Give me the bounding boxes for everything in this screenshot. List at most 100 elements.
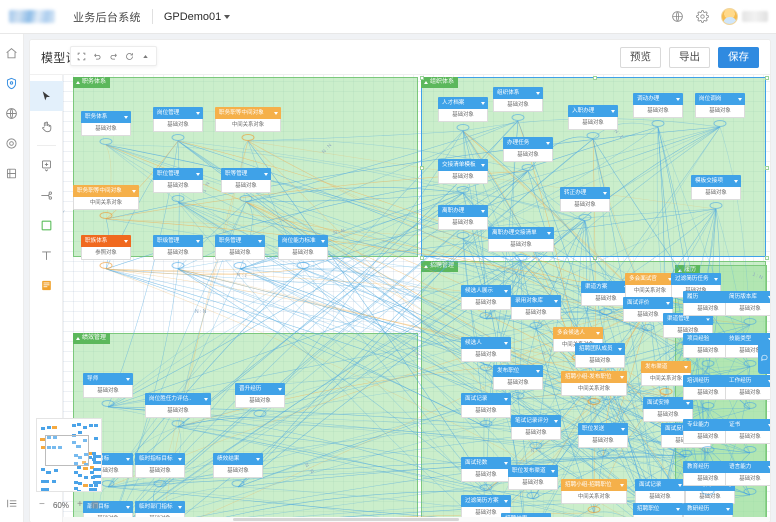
node-port[interactable] xyxy=(701,360,715,367)
node-title[interactable]: 候选人展示 xyxy=(461,285,511,297)
model-node[interactable]: 离职办理 基础对象 xyxy=(438,205,488,239)
node-title[interactable]: 岗位管理 xyxy=(153,107,203,119)
model-node[interactable]: 语言能力 基础对象 xyxy=(725,461,770,495)
node-title[interactable]: 交接清单模板 xyxy=(438,159,488,171)
model-node[interactable]: 入职办理 基础对象 xyxy=(568,105,618,139)
minimap-viewport[interactable] xyxy=(45,435,89,466)
node-title[interactable]: 招聘小组-发布职位 xyxy=(561,371,627,383)
model-node[interactable]: 绩效结果 基础对象 xyxy=(213,453,263,487)
node-title[interactable]: 职位管理 xyxy=(153,168,203,180)
node-port[interactable] xyxy=(99,262,113,269)
model-node[interactable]: 候选人展示 基础对象 xyxy=(461,285,511,319)
node-port[interactable] xyxy=(586,132,600,139)
home-icon[interactable] xyxy=(5,47,18,60)
model-node[interactable]: 职务体系 基础对象 xyxy=(81,111,131,145)
node-title[interactable]: 职务职等中间对象 xyxy=(215,107,281,119)
model-node[interactable]: 面试轮数 基础对象 xyxy=(461,457,511,491)
model-node[interactable]: 笔试记录评分 基础对象 xyxy=(511,415,561,449)
node-title[interactable]: 笔试记录评分 xyxy=(511,415,561,427)
undo-icon[interactable] xyxy=(93,52,102,61)
node-port[interactable] xyxy=(456,124,470,131)
model-node[interactable]: 录用对象库 基础对象 xyxy=(511,295,561,329)
node-title[interactable]: 职务体系 xyxy=(81,111,131,123)
node-port[interactable] xyxy=(701,488,715,495)
node-title[interactable]: 过滤简历方案 xyxy=(461,495,511,507)
edge[interactable] xyxy=(105,268,304,275)
resize-handle[interactable] xyxy=(765,166,769,170)
node-port[interactable] xyxy=(511,392,525,399)
node-port[interactable] xyxy=(456,232,470,239)
list-icon[interactable] xyxy=(5,167,18,180)
export-button[interactable]: 导出 xyxy=(669,46,710,68)
node-port[interactable] xyxy=(253,410,267,417)
node-title[interactable]: 岗位能力标准 xyxy=(278,235,328,247)
node-port[interactable] xyxy=(743,360,757,367)
node-port[interactable] xyxy=(599,308,613,315)
node-title[interactable]: 招聘职位 xyxy=(633,503,683,515)
model-node[interactable]: 招聘团队成员 基础对象 xyxy=(575,343,625,377)
model-node[interactable]: 离职办理交接清单 基础对象 xyxy=(488,227,554,261)
node-title[interactable]: 绩效结果 xyxy=(213,453,263,465)
model-node[interactable]: 交接清单模板 基础对象 xyxy=(438,159,488,193)
node-port[interactable] xyxy=(171,195,185,202)
node-title[interactable]: 招聘小组-招聘职位 xyxy=(561,479,627,491)
model-node[interactable]: 转正办理 基础对象 xyxy=(560,187,610,221)
node-title[interactable]: 渠道方案 xyxy=(581,281,631,293)
node-port[interactable] xyxy=(587,506,601,513)
zoom-out-button[interactable]: − xyxy=(39,499,45,510)
node-port[interactable] xyxy=(701,402,715,409)
table-tool[interactable] xyxy=(30,270,63,300)
node-title[interactable]: 导师 xyxy=(83,373,133,385)
model-node[interactable]: 多会面试官 中间关系对象 xyxy=(625,273,675,307)
model-node[interactable]: 岗位能力标准 基础对象 xyxy=(278,235,328,269)
node-title[interactable]: 证书 xyxy=(725,419,770,431)
globe-icon[interactable] xyxy=(5,107,18,120)
resize-handle[interactable] xyxy=(765,256,769,260)
node-port[interactable] xyxy=(743,488,757,495)
model-node[interactable]: 职等管理 基础对象 xyxy=(221,168,271,202)
globe-icon[interactable] xyxy=(671,10,684,23)
node-title[interactable]: 招聘团队成员 xyxy=(575,343,625,355)
minimap[interactable] xyxy=(36,418,102,492)
node-port[interactable] xyxy=(578,214,592,221)
node-port[interactable] xyxy=(101,400,115,407)
side-panel-toggle[interactable] xyxy=(758,340,770,374)
node-port[interactable] xyxy=(529,442,543,449)
node-title[interactable]: 职务职等中间对象 xyxy=(73,185,139,197)
model-node[interactable]: 岗位管理 基础对象 xyxy=(153,107,203,141)
refresh-icon[interactable] xyxy=(125,52,134,61)
node-port[interactable] xyxy=(99,212,113,219)
pan-tool[interactable] xyxy=(30,111,63,141)
node-title[interactable]: 发布渠道 xyxy=(641,361,691,373)
model-node[interactable]: 候选人 基础对象 xyxy=(461,337,511,371)
text-tool[interactable] xyxy=(30,240,63,270)
fit-screen-icon[interactable] xyxy=(77,52,86,61)
resize-handle[interactable] xyxy=(420,166,424,170)
redo-icon[interactable] xyxy=(109,52,118,61)
node-port[interactable] xyxy=(153,480,167,487)
model-canvas[interactable]: N : 11 : NN : 1N : NN : N1 : NN : 11 : N… xyxy=(63,75,770,522)
node-port[interactable] xyxy=(479,312,493,319)
node-port[interactable] xyxy=(241,134,255,141)
model-node[interactable]: 调动办理 基础对象 xyxy=(633,93,683,127)
model-node[interactable]: 职族体系 参照对象 xyxy=(81,235,131,269)
node-port[interactable] xyxy=(596,450,610,457)
node-port[interactable] xyxy=(713,120,727,127)
group-tool[interactable] xyxy=(30,210,63,240)
model-node[interactable]: 工作经历 基础对象 xyxy=(725,375,770,409)
model-node[interactable]: 职务职等中间对象 中间关系对象 xyxy=(215,107,281,141)
model-node[interactable]: 面试记录 基础对象 xyxy=(635,479,685,513)
resize-handle[interactable] xyxy=(420,76,424,80)
node-port[interactable] xyxy=(587,398,601,405)
node-title[interactable]: 职等管理 xyxy=(221,168,271,180)
node-port[interactable] xyxy=(659,388,673,395)
node-title[interactable]: 临时指标目标 xyxy=(135,453,185,465)
node-port[interactable] xyxy=(743,318,757,325)
shield-icon[interactable] xyxy=(5,77,18,90)
node-title[interactable]: 简历版本库 xyxy=(725,291,770,303)
node-title[interactable]: 多会候选人 xyxy=(553,327,603,339)
preview-button[interactable]: 预览 xyxy=(620,46,661,68)
resize-handle[interactable] xyxy=(765,76,769,80)
select-tool[interactable] xyxy=(30,81,63,111)
project-selector[interactable]: GPDemo01 xyxy=(164,11,231,23)
